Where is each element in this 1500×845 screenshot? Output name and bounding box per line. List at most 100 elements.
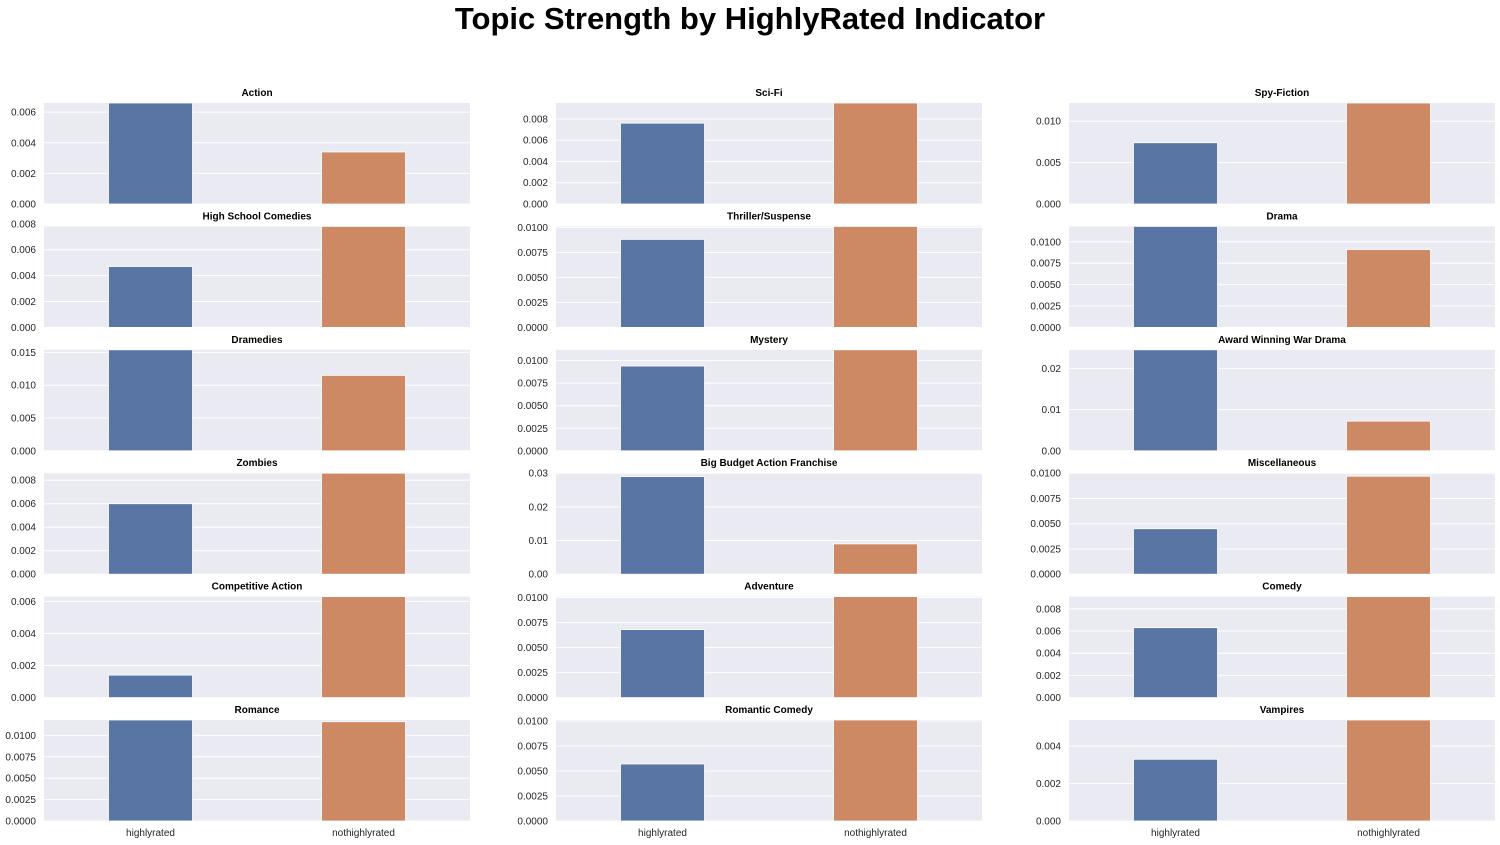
plot-area	[44, 226, 470, 328]
subplot-title: Sci-Fi	[755, 88, 782, 99]
bar-highlyrated	[108, 503, 193, 575]
y-tick-label: 0.004	[11, 271, 36, 282]
subplot-title: Action	[241, 88, 272, 99]
y-tick-label: 0.004	[11, 138, 36, 149]
subplot-11: 0.00 0.01 0.02 0.03 Big Budget Action Franch…	[529, 458, 982, 581]
y-tick-label: 0.0075	[517, 248, 548, 259]
y-tick-label: 0.002	[11, 546, 36, 557]
subplot-title: Comedy	[1262, 582, 1302, 593]
subplot-title: Vampires	[1260, 705, 1305, 716]
plot-area	[556, 349, 982, 451]
y-tick-label: 0.006	[11, 499, 36, 510]
y-tick-label: 0.0025	[1030, 544, 1061, 555]
y-tick-label: 0.006	[1036, 627, 1061, 638]
bar-nothighlyrated	[321, 596, 406, 698]
y-tick-label: 0.0025	[517, 668, 548, 679]
plot-area	[1069, 596, 1495, 698]
plot-area	[44, 596, 470, 698]
subplot-15: 0.000 0.002 0.004 0.006 0.008 Comedy	[1036, 582, 1495, 704]
subplot-title: Dramedies	[231, 335, 283, 346]
y-tick-label: 0.006	[11, 597, 36, 608]
y-tick-label: 0.008	[523, 114, 548, 125]
y-tick-label: 0.000	[1036, 693, 1061, 704]
y-tick-label: 0.004	[11, 629, 36, 640]
y-tick-label: 0.0050	[517, 643, 548, 654]
y-tick-label: 0.000	[11, 323, 36, 334]
y-tick-label: 0.002	[1036, 671, 1061, 682]
y-tick-label: 0.0000	[1030, 323, 1061, 334]
subplot-title: Award Winning War Drama	[1218, 335, 1346, 346]
y-tick-label: 0.0100	[517, 593, 548, 604]
subplot-title: Zombies	[236, 458, 278, 469]
bar-nothighlyrated	[833, 719, 918, 822]
y-tick-label: 0.01	[529, 536, 549, 547]
bar-highlyrated	[108, 349, 193, 452]
plot-area	[44, 473, 470, 575]
subplot-17: 0.0000 0.0025 0.0050 0.0075 0.0100 Romantic C…	[517, 705, 982, 839]
subplot-title: Thriller/Suspense	[727, 211, 811, 222]
bar-nothighlyrated	[833, 349, 918, 452]
y-tick-label: 0.000	[523, 200, 548, 211]
y-tick-label: 0.0075	[517, 618, 548, 629]
subplot-8: 0.0000 0.0025 0.0050 0.0075 0.0100 Mystery	[517, 335, 982, 457]
y-tick-label: 0.0000	[517, 446, 548, 457]
y-tick-label: 0.0075	[1030, 259, 1061, 270]
subplot-title: High School Comedies	[203, 211, 312, 222]
bar-highlyrated	[620, 238, 705, 328]
subplot-7: 0.000 0.005 0.010 0.015 Dramedies	[11, 335, 470, 457]
subplot-title: Competitive Action	[212, 582, 303, 593]
bar-nothighlyrated	[1346, 249, 1431, 328]
figure-title: Topic Strength by HighlyRated Indicator	[454, 1, 1046, 36]
y-tick-label: 0.004	[11, 523, 36, 534]
bar-nothighlyrated	[321, 721, 406, 822]
plot-area	[1069, 349, 1495, 451]
bar-highlyrated	[1133, 225, 1218, 328]
y-tick-label: 0.0025	[5, 795, 36, 806]
x-tick-label: highlyrated	[1151, 828, 1200, 839]
y-tick-label: 0.002	[1036, 779, 1061, 790]
y-tick-label: 0.0100	[517, 717, 548, 728]
bar-highlyrated	[620, 365, 705, 452]
y-tick-label: 0.006	[523, 136, 548, 147]
subplot-14: 0.0000 0.0025 0.0050 0.0075 0.0100 Adventure	[517, 582, 982, 704]
x-tick-label: nothighlyrated	[844, 828, 907, 839]
subplot-4: 0.000 0.002 0.004 0.006 0.008 High School Com…	[11, 211, 470, 334]
y-tick-label: 0.03	[529, 469, 549, 480]
y-tick-label: 0.000	[11, 446, 36, 457]
bar-highlyrated	[1133, 142, 1218, 205]
bar-nothighlyrated	[833, 543, 918, 575]
y-tick-label: 0.0000	[517, 817, 548, 828]
x-tick-label: highlyrated	[126, 828, 175, 839]
bar-highlyrated	[108, 719, 193, 822]
subplot-title: Adventure	[744, 582, 794, 593]
y-tick-label: 0.0075	[5, 752, 36, 763]
y-tick-label: 0.0025	[517, 792, 548, 803]
bar-highlyrated	[620, 763, 705, 822]
y-tick-label: 0.0075	[517, 379, 548, 390]
y-tick-label: 0.002	[11, 297, 36, 308]
bar-highlyrated	[108, 674, 193, 699]
y-tick-label: 0.0100	[5, 731, 36, 742]
bar-nothighlyrated	[1346, 719, 1431, 822]
y-tick-label: 0.000	[11, 693, 36, 704]
bar-highlyrated	[1133, 528, 1218, 575]
subplot-title: Romantic Comedy	[725, 705, 813, 716]
y-tick-label: 0.01	[1042, 405, 1062, 416]
x-tick-label: nothighlyrated	[332, 828, 395, 839]
subplot-3: 0.000 0.005 0.010 Spy-Fiction	[1036, 88, 1495, 211]
y-tick-label: 0.0100	[1030, 469, 1061, 480]
y-tick-label: 0.0025	[1030, 302, 1061, 313]
bar-nothighlyrated	[1346, 420, 1431, 452]
y-tick-label: 0.008	[1036, 604, 1061, 615]
y-tick-label: 0.0100	[1030, 237, 1061, 248]
plot-area	[44, 349, 470, 451]
bar-nothighlyrated	[833, 225, 918, 328]
y-tick-label: 0.0000	[517, 323, 548, 334]
y-tick-label: 0.008	[11, 219, 36, 230]
y-tick-label: 0.02	[1042, 364, 1062, 375]
subplot-title: Mystery	[750, 335, 788, 346]
subplot-13: 0.000 0.002 0.004 0.006 Competitive Action	[11, 582, 470, 704]
y-tick-label: 0.0050	[517, 401, 548, 412]
y-tick-label: 0.0000	[5, 817, 36, 828]
